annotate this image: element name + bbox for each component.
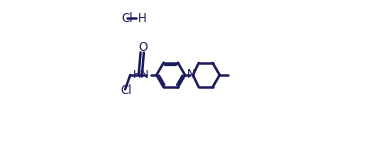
Text: HN: HN bbox=[133, 70, 150, 80]
Text: O: O bbox=[139, 41, 148, 54]
Text: Cl: Cl bbox=[120, 84, 132, 96]
Text: N: N bbox=[187, 69, 196, 81]
Text: Cl: Cl bbox=[121, 12, 133, 24]
Text: H: H bbox=[138, 12, 147, 24]
